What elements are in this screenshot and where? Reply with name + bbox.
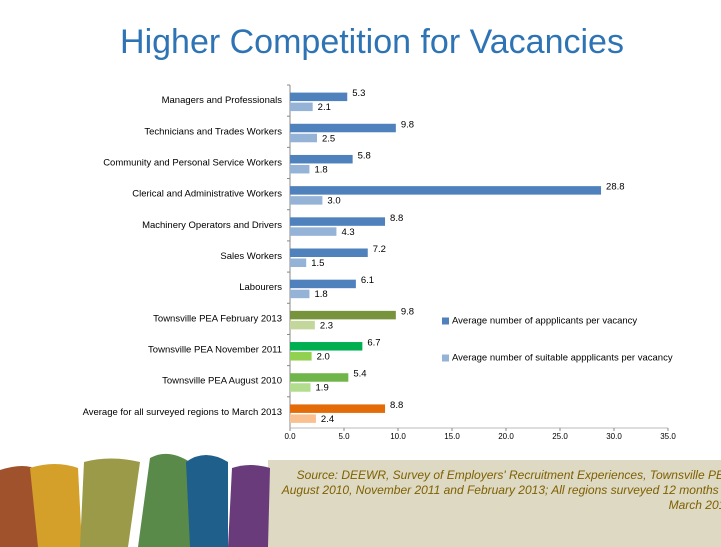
- bar: [290, 196, 323, 205]
- bar: [290, 404, 386, 413]
- value-label: 2.0: [317, 352, 330, 363]
- x-tick-label: 10.0: [390, 432, 406, 441]
- bar: [290, 383, 311, 392]
- bar: [290, 373, 349, 382]
- source-banner: [268, 460, 721, 547]
- legend-label: Average number of suitable appplicants p…: [452, 353, 673, 364]
- bar: [290, 320, 315, 330]
- value-label: 2.3: [320, 320, 333, 331]
- value-label: 2.4: [321, 414, 334, 425]
- bar: [290, 154, 353, 164]
- value-label: 4.3: [341, 227, 354, 238]
- value-label: 9.8: [401, 306, 414, 317]
- value-label: 1.8: [314, 164, 327, 175]
- value-label: 1.8: [314, 289, 327, 300]
- value-label: 8.8: [390, 400, 403, 411]
- bar: [290, 164, 310, 174]
- x-tick-label: 30.0: [606, 432, 622, 441]
- value-label: 8.8: [390, 213, 403, 224]
- x-tick-label: 35.0: [660, 432, 676, 441]
- legend-swatch: [442, 354, 449, 362]
- y-tick-label: Townsville PEA November 2011: [148, 345, 282, 356]
- bar: [290, 102, 313, 112]
- value-label: 6.7: [367, 338, 380, 349]
- bar: [290, 186, 602, 195]
- decoration: [0, 453, 270, 547]
- bar: [290, 133, 317, 143]
- value-label: 6.1: [361, 275, 374, 286]
- value-label: 5.8: [358, 150, 371, 161]
- bar: [290, 258, 307, 267]
- value-label: 9.8: [401, 119, 414, 130]
- bar: [290, 414, 316, 423]
- bar: [290, 310, 396, 320]
- y-tick-label: Community and Personal Service Workers: [103, 157, 282, 168]
- x-tick-label: 5.0: [338, 432, 350, 441]
- value-label: 1.5: [311, 258, 324, 269]
- y-tick-label: Townsville PEA February 2013: [153, 313, 282, 324]
- bar: [290, 217, 386, 226]
- value-label: 5.4: [353, 369, 366, 380]
- y-tick-label: Clerical and Administrative Workers: [132, 189, 282, 200]
- value-label: 2.1: [318, 102, 331, 113]
- bar: [290, 92, 348, 102]
- source-note: Source: DEEWR, Survey of Employers' Recr…: [281, 468, 721, 512]
- legend-label: Average number of appplicants per vacanc…: [452, 316, 637, 327]
- bar: [290, 227, 337, 236]
- y-tick-label: Machinery Operators and Drivers: [142, 220, 282, 231]
- y-tick-label: Labourers: [239, 282, 282, 293]
- bar: [290, 342, 363, 351]
- y-tick-label: Managers and Professionals: [162, 95, 283, 106]
- value-label: 5.3: [352, 88, 365, 99]
- value-label: 7.2: [373, 244, 386, 255]
- y-tick-label: Sales Workers: [220, 251, 282, 262]
- value-label: 2.5: [322, 133, 335, 144]
- legend-swatch: [442, 317, 449, 325]
- x-tick-label: 15.0: [444, 432, 460, 441]
- y-tick-label: Technicians and Trades Workers: [144, 126, 282, 137]
- bar: [290, 279, 356, 289]
- value-label: 3.0: [327, 196, 340, 207]
- chart-title: Higher Competition for Vacancies: [120, 23, 624, 61]
- bar: [290, 123, 396, 133]
- bar: [290, 248, 368, 257]
- y-tick-label: Townsville PEA August 2010: [162, 376, 282, 387]
- y-tick-label: Average for all surveyed regions to Marc…: [83, 407, 282, 418]
- bar: [290, 289, 310, 299]
- x-tick-label: 0.0: [284, 432, 296, 441]
- x-tick-label: 25.0: [552, 432, 568, 441]
- value-label: 1.9: [316, 383, 329, 394]
- bar: [290, 352, 312, 361]
- x-tick-label: 20.0: [498, 432, 514, 441]
- value-label: 28.8: [606, 182, 625, 193]
